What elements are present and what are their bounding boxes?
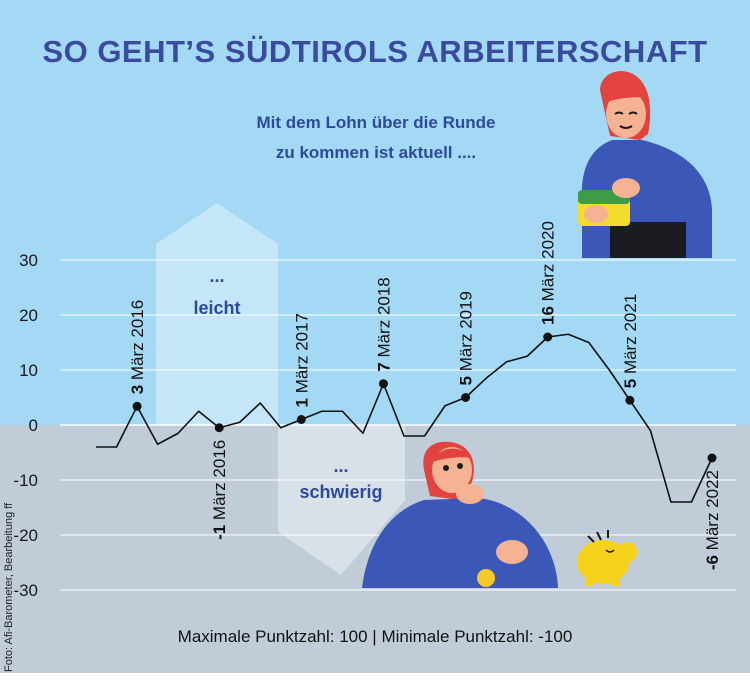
annotated-points [132,332,717,463]
annotation-label: 1 März 2017 [292,313,311,408]
data-point [378,379,388,389]
y-tick-label: 10 [19,361,38,380]
annotation-date: März 2019 [457,291,476,376]
data-point [461,393,471,402]
grid [60,259,736,591]
y-axis-ticks: 30 20 10 0 -10 -20 -30 [13,251,38,600]
piggy-bank-icon [577,530,637,586]
annotation-date: März 2021 [621,294,640,379]
photo-credit: Foto: Afi-Barometer, Bearbeitung ff [3,502,15,672]
annotation-date: März 2016 [128,300,147,385]
series-polyline [96,333,713,503]
y-tick-label: 0 [29,416,38,435]
data-point [132,401,142,411]
data-point [214,423,224,433]
annotation-date: März 2018 [374,277,393,362]
annotation-date: März 2020 [539,221,558,306]
intro-line-1: Mit dem Lohn über die Runde [257,113,496,132]
y-tick-label: -30 [13,581,38,600]
annotation-label: 5 März 2021 [621,294,640,389]
annotation-value: 5 [457,376,476,385]
series-line [96,333,713,503]
annotation-label: 16 März 2020 [539,221,558,325]
annotation-label: 5 März 2019 [457,291,476,386]
annotation-value: 5 [621,379,640,388]
annotation-label: 7 März 2018 [374,277,393,372]
annotation-date: März 2017 [292,313,311,398]
y-tick-label: -10 [13,471,38,490]
hard-dots: ... [333,456,348,476]
chart-title: SO GEHT’S SÜDTIROLS ARBEITERSCHAFT [42,34,707,69]
data-point [625,395,635,405]
hard-arrow [278,425,405,575]
annotation-value: 1 [292,398,311,407]
data-point [296,415,306,424]
easy-dots: ... [209,266,224,286]
intro-line-2: zu kommen ist aktuell .... [276,143,476,162]
data-point [543,332,553,342]
easy-label: leicht [193,298,240,318]
annotation-label: 3 März 2016 [128,300,147,395]
annotation-value: 16 [539,306,558,325]
annotation-label: -6 März 2022 [703,470,722,570]
annotation-date: März 2022 [703,470,722,555]
worried-woman-with-coin-icon [362,441,558,588]
annotation-value: -6 [703,555,722,570]
annotation-value: 3 [128,385,147,394]
hard-label: schwierig [299,482,382,502]
annotation-label: -1 März 2016 [210,440,229,540]
scale-note: Maximale Punktzahl: 100 | Minimale Punkt… [178,627,573,646]
data-point [707,453,717,463]
annotation-value: 7 [374,362,393,371]
bottom-border [0,673,750,691]
y-tick-label: 30 [19,251,38,270]
annotation-value: -1 [210,525,229,540]
woman-with-wallet-icon [578,71,712,258]
annotation-date: März 2016 [210,440,229,525]
y-tick-label: 20 [19,306,38,325]
y-tick-label: -20 [13,526,38,545]
